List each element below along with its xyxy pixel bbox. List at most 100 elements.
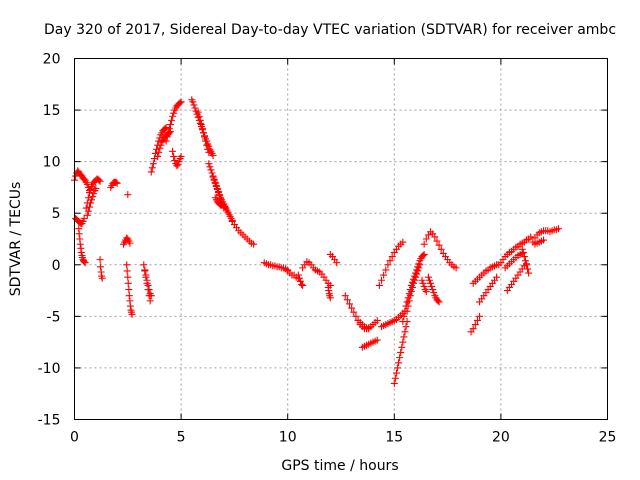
data-point-plus [420,250,428,258]
data-point-plus [493,273,501,281]
y-tick-label: 10 [43,155,61,171]
data-point-plus [554,225,562,233]
data-point-plus [519,248,527,256]
data-point-plus [84,207,92,215]
data-point-plus [155,137,163,145]
data-point-plus [408,283,416,291]
data-point-plus [250,240,258,248]
data-point-plus [471,321,479,329]
data-point-plus [393,364,401,372]
data-point-plus [141,266,149,274]
data-point-plus [346,300,354,308]
data-point-plus [96,177,104,185]
data-point-plus [83,211,91,219]
x-axis-label: GPS time / hours [281,458,398,474]
data-points [71,96,562,387]
series-s16 [169,147,185,170]
data-point-plus [419,279,427,287]
data-point-plus [170,152,178,160]
data-point-plus [527,233,535,241]
data-point-plus [411,276,419,284]
y-tick-label: -15 [38,413,61,429]
data-point-plus [419,252,427,260]
data-point-plus [422,235,430,243]
data-point-plus [165,125,173,133]
chart-title: Day 320 of 2017, Sidereal Day-to-day VTE… [44,22,616,38]
data-point-plus [203,141,211,149]
series-s33 [375,238,407,289]
x-tick-label: 20 [492,430,510,446]
x-tick-label: 5 [177,430,186,446]
data-point-plus [217,195,225,203]
data-point-plus [79,217,87,225]
data-point-plus [399,238,407,246]
y-tick-label: -5 [47,309,61,325]
data-point-plus [428,282,436,290]
data-point-plus [176,99,184,107]
data-point-plus [175,158,183,166]
data-point-plus [189,98,197,106]
data-point-plus [396,354,404,362]
data-point-plus [196,116,204,124]
x-tick-label: 25 [599,430,617,446]
data-point-plus [76,240,84,248]
series-s44 [497,233,535,267]
data-point-plus [373,316,381,324]
series-s12 [141,266,155,300]
data-point-plus [392,369,400,377]
series-s29 [326,250,341,267]
data-point-plus [86,185,94,193]
series-s43 [476,273,501,306]
data-point-plus [540,236,548,244]
data-point-plus [170,109,178,117]
data-point-plus [380,271,388,279]
y-tick-label: 5 [52,206,61,222]
data-point-plus [128,310,136,318]
x-tick-label: 15 [385,430,403,446]
data-point-plus [378,276,386,284]
data-point-plus [148,164,156,172]
data-point-plus [147,292,155,300]
data-point-plus [174,161,182,169]
data-point-plus [414,267,422,275]
data-point-plus [221,203,229,211]
data-point-plus [169,112,177,120]
data-point-plus [525,269,533,277]
series-s05 [83,184,100,219]
data-point-plus [386,257,394,265]
data-point-plus [409,279,417,287]
y-tick-label: -10 [38,361,61,377]
data-point-plus [520,253,528,261]
series-s49 [531,236,548,248]
data-point-plus [407,288,415,296]
data-point-plus [431,233,439,241]
series-s40 [424,273,443,306]
data-point-plus [204,145,212,153]
data-point-plus [156,144,164,152]
data-point-plus [80,214,88,222]
data-point-plus [430,289,438,297]
data-point-plus [90,190,98,198]
data-point-plus [401,328,409,336]
data-point-plus [350,308,358,316]
series-s27 [311,266,334,289]
series-s18 [194,108,213,156]
data-point-plus [147,168,155,176]
data-point-plus [388,253,396,261]
data-point-plus [195,112,203,120]
data-point-plus [124,279,132,287]
data-point-plus [425,276,433,284]
series-s15 [162,98,185,145]
data-point-plus [72,172,80,180]
data-point-plus [403,307,411,315]
data-point-plus [427,279,435,287]
data-point-plus [80,258,88,266]
data-point-plus [177,98,185,106]
data-point-plus [412,273,420,281]
data-point-plus [162,124,170,132]
series-s07 [107,178,121,191]
data-point-plus [145,286,153,294]
data-point-plus [333,259,341,267]
data-point-plus [213,185,221,193]
